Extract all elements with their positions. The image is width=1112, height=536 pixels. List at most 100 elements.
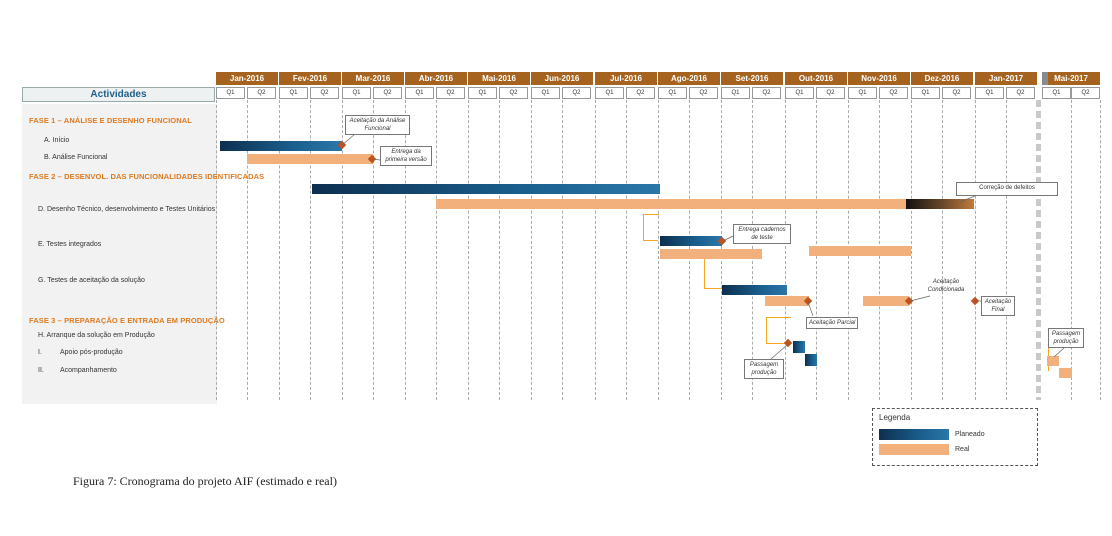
- callout-entrega-pv: Entrega da primeira versão: [380, 146, 432, 166]
- quarter-cell: Q2: [373, 87, 402, 99]
- grid-line: [279, 100, 280, 400]
- bar-ii-real: [1059, 368, 1072, 378]
- task-d-label: D. Desenho Técnico, desenvolvimento e Te…: [38, 206, 216, 213]
- task-ii-label: Acompanhamento: [60, 367, 117, 374]
- month-ago-2016: Ago-2016: [658, 72, 720, 85]
- month-mai-2016: Mai-2016: [468, 72, 530, 85]
- callout-passagem-1: Passagem produção: [744, 359, 784, 379]
- grid-line: [342, 100, 343, 400]
- task-g-label: G. Testes de aceitação da solução: [38, 277, 145, 284]
- quarter-cell: Q1: [658, 87, 687, 99]
- bar-ii-planned: [805, 354, 817, 366]
- quarter-cell: Q2: [752, 87, 781, 99]
- grid-line: [436, 100, 437, 400]
- month-jan-2016: Jan-2016: [216, 72, 278, 85]
- quarter-cell: Q2: [436, 87, 465, 99]
- connector-g-to-h: [766, 317, 791, 344]
- quarter-cell: Q1: [405, 87, 434, 99]
- quarter-cell: Q2: [879, 87, 908, 99]
- quarter-cell: Q1: [848, 87, 877, 99]
- bar-e-real: [660, 249, 762, 259]
- month-out-2016: Out-2016: [785, 72, 847, 85]
- timeline-break-marker: [1042, 72, 1048, 85]
- bar-e-planned: [660, 236, 722, 246]
- grid-line: [247, 100, 248, 400]
- callout-aceitacao-cond: Aceitação Condicionada: [927, 279, 965, 293]
- quarter-cell: Q2: [562, 87, 591, 99]
- activities-panel: [22, 104, 217, 404]
- quarter-cell: Q1: [531, 87, 560, 99]
- grid-line: [216, 100, 217, 400]
- grid-line: [310, 100, 311, 400]
- grid-line: [911, 100, 912, 400]
- grid-line: [595, 100, 596, 400]
- quarter-cell: Q1: [911, 87, 940, 99]
- bar-b-real: [247, 154, 373, 164]
- task-ii-number: II.: [38, 367, 44, 374]
- grid-line: [658, 100, 659, 400]
- grid-line: [562, 100, 563, 400]
- phase-3-label: FASE 3 – PREPARAÇÃO E ENTRADA EM PRODUÇÃ…: [29, 316, 225, 325]
- month-mar-2016: Mar-2016: [342, 72, 404, 85]
- grid-line: [499, 100, 500, 400]
- grid-line: [373, 100, 374, 400]
- month-jan-2017: Jan-2017: [975, 72, 1037, 85]
- quarter-cell: Q1: [721, 87, 750, 99]
- quarter-cell: Q2: [499, 87, 528, 99]
- quarter-cell: Q2: [816, 87, 845, 99]
- callout-passagem-2: Passagem produção: [1048, 328, 1084, 348]
- bar-e-real-2: [809, 246, 911, 256]
- quarter-cell: Q2: [1071, 87, 1100, 99]
- month-jun-2016: Jun-2016: [531, 72, 593, 85]
- connector-d-to-e-tail: [643, 240, 658, 241]
- task-b-label: B. Análise Funcional: [44, 154, 108, 161]
- quarter-cell: Q2: [942, 87, 971, 99]
- grid-line: [531, 100, 532, 400]
- month-mai-2017: Mai-2017: [1042, 72, 1100, 85]
- quarter-cell: Q2: [247, 87, 276, 99]
- task-e-label: E. Testes integrados: [38, 241, 102, 248]
- quarter-cell: Q2: [689, 87, 718, 99]
- callout-aceitacao-af: Aceitação da Análise Funcional: [345, 115, 410, 135]
- callout-aceitacao-final: Aceitação Final: [981, 296, 1015, 316]
- bar-g-real: [765, 296, 809, 306]
- quarter-cell: Q1: [595, 87, 624, 99]
- month-nov-2016: Nov-2016: [848, 72, 910, 85]
- grid-line: [785, 100, 786, 400]
- bar-a-planned: [220, 141, 342, 151]
- quarter-cell: Q1: [1042, 87, 1071, 99]
- quarter-cell: Q1: [342, 87, 371, 99]
- quarter-cell: Q1: [468, 87, 497, 99]
- quarter-cell: Q2: [1006, 87, 1035, 99]
- grid-line: [1006, 100, 1007, 400]
- bar-d-planned: [312, 184, 660, 194]
- phase-2-label: FASE 2 – DESENVOL. DAS FUNCIONALIDADES I…: [29, 172, 265, 181]
- timeline-break: [1036, 100, 1041, 400]
- grid-line: [1100, 100, 1101, 400]
- grid-line: [975, 100, 976, 400]
- bar-g-planned: [722, 285, 787, 295]
- bar-g-real-2: [863, 296, 909, 306]
- quarter-cell: Q1: [279, 87, 308, 99]
- task-i-label: Apoio pós-produção: [60, 349, 123, 356]
- task-i-number: I.: [38, 349, 42, 356]
- connector-d-to-e: [643, 214, 659, 241]
- legend-title: Legenda: [879, 413, 911, 422]
- activities-header: Actividades: [22, 87, 215, 102]
- connector-e-to-g: [704, 259, 723, 289]
- month-abr-2016: Abr-2016: [405, 72, 467, 85]
- legend-planned-swatch: [879, 429, 949, 440]
- quarter-cell: Q1: [216, 87, 245, 99]
- month-set-2016: Set-2016: [721, 72, 783, 85]
- legend-planned-label: Planeado: [955, 431, 985, 438]
- month-jul-2016: Jul-2016: [595, 72, 657, 85]
- legend-real-label: Real: [955, 446, 970, 453]
- callout-aceitacao-parcial: Aceitação Parcial: [806, 317, 858, 329]
- bar-d-correction: [906, 199, 974, 209]
- grid-line: [1071, 100, 1072, 400]
- phase-1-label: FASE 1 – ANÁLISE E DESENHO FUNCIONAL: [29, 116, 192, 125]
- callout-entrega-ct: Entrega cadernos de teste: [733, 224, 791, 244]
- month-dez-2016: Dez-2016: [911, 72, 973, 85]
- legend-real-swatch: [879, 444, 949, 455]
